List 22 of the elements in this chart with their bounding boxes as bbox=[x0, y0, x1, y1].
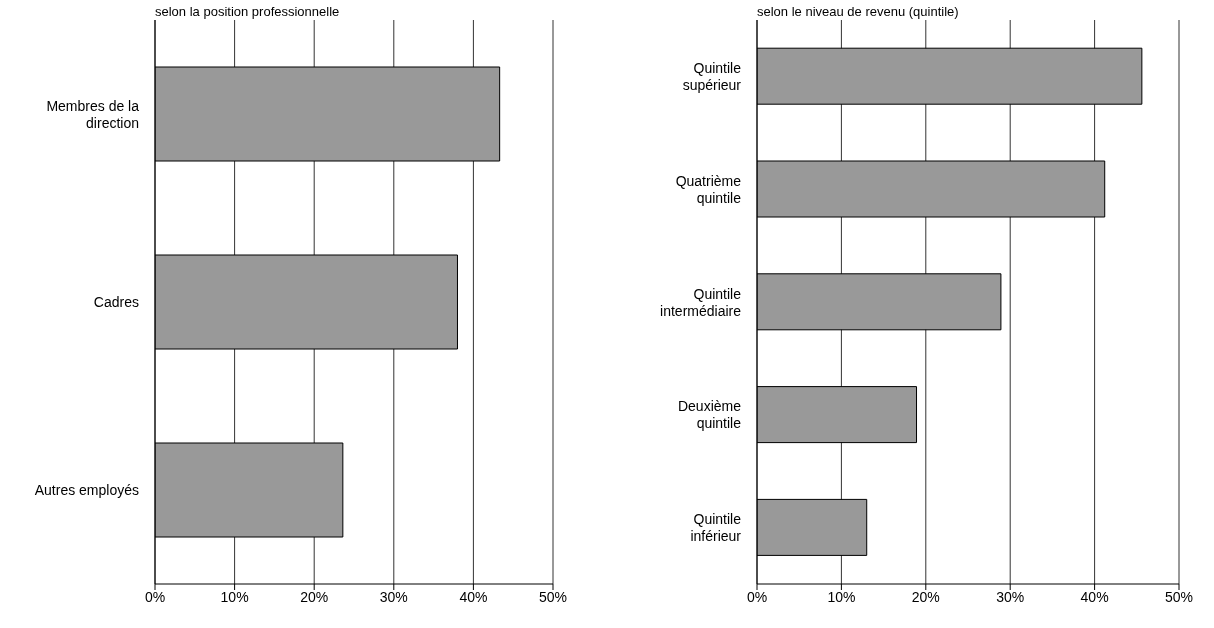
x-tick-label: 40% bbox=[1080, 588, 1109, 605]
y-tick-label: Cadres bbox=[93, 294, 139, 310]
x-tick-label: 40% bbox=[459, 588, 488, 605]
y-tick-label: Autres employés bbox=[34, 482, 139, 498]
x-tick-label: 20% bbox=[911, 588, 940, 605]
x-tick-label: 50% bbox=[1164, 588, 1194, 605]
y-tick-label: Quintile inférieur bbox=[690, 511, 742, 545]
y-tick-label: Deuxième quintile bbox=[677, 398, 742, 432]
x-tick-label: 50% bbox=[538, 588, 568, 605]
y-tick-label: Membres de la direction bbox=[46, 97, 140, 131]
chart-title: selon la position professionnelle bbox=[155, 4, 340, 19]
x-tick-label: 0% bbox=[144, 588, 166, 605]
y-tick-label: Quintile intermédiaire bbox=[660, 285, 742, 319]
x-tick-label: 20% bbox=[300, 588, 329, 605]
x-tick-label: 10% bbox=[827, 588, 856, 605]
x-tick-label: 10% bbox=[220, 588, 249, 605]
y-tick-label: Quatrième quintile bbox=[675, 172, 742, 206]
x-tick-label: 0% bbox=[746, 588, 768, 605]
x-tick-label: 30% bbox=[379, 588, 408, 605]
y-tick-label: Quintile supérieur bbox=[682, 59, 742, 93]
x-tick-label: 30% bbox=[996, 588, 1025, 605]
chart-title: selon le niveau de revenu (quintile) bbox=[757, 4, 959, 19]
